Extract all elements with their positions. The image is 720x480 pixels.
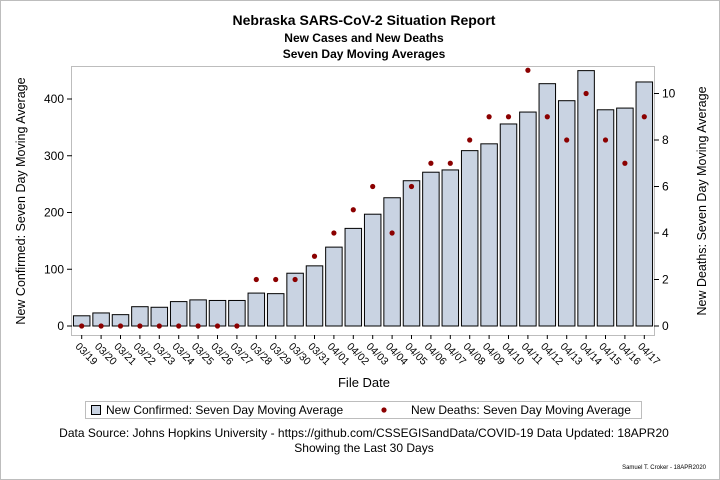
x-axis-label: File Date <box>338 375 390 390</box>
bar <box>131 306 149 327</box>
bar <box>189 299 207 327</box>
y-left-tick-label: 200 <box>44 206 64 220</box>
bar <box>344 227 363 327</box>
y-left-tick-label: 400 <box>44 92 64 106</box>
death-marker <box>641 114 647 120</box>
death-marker <box>564 137 570 143</box>
death-marker <box>253 276 259 283</box>
bar <box>519 111 537 327</box>
bar <box>480 143 498 327</box>
death-marker <box>273 276 279 283</box>
plot-frame <box>71 66 655 336</box>
death-marker <box>544 114 550 120</box>
y-right-tick-label: 8 <box>662 133 669 147</box>
bar <box>266 293 285 327</box>
death-marker <box>467 137 473 143</box>
y-axis-left-label: New Confirmed: Seven Day Moving Average <box>14 77 28 324</box>
legend-bar-label: New Confirmed: Seven Day Moving Average <box>106 403 344 417</box>
death-marker <box>602 137 609 143</box>
death-marker <box>176 323 182 329</box>
y-right-tick-label: 0 <box>662 319 669 333</box>
chart-title: Nebraska SARS-CoV-2 Situation Report <box>233 12 496 28</box>
y-left-tick-label: 100 <box>44 262 64 276</box>
death-marker <box>350 207 356 213</box>
chart-subtitle: New Cases and New Deaths <box>284 31 444 45</box>
bar <box>577 70 595 327</box>
y-right-tick-label: 2 <box>662 273 669 287</box>
y-left-tick-label: 300 <box>44 149 64 163</box>
bar <box>305 265 324 327</box>
bar <box>383 197 401 327</box>
bar <box>169 301 188 327</box>
death-marker <box>137 323 143 329</box>
y-right-tick-label: 6 <box>662 180 669 194</box>
footnote-source: Data Source: Johns Hopkins University - … <box>59 426 669 440</box>
bar <box>363 213 382 327</box>
right-axis: 0 2 4 6 8 10 <box>654 87 676 333</box>
death-marker <box>505 114 512 120</box>
bar <box>286 272 304 327</box>
death-marker <box>214 323 221 329</box>
bar <box>247 292 266 327</box>
chart-subtitle-2: Seven Day Moving Averages <box>283 47 446 61</box>
bar <box>538 83 557 327</box>
bar <box>616 107 634 327</box>
y-left-tick-label: 0 <box>57 319 64 333</box>
death-marker <box>370 183 376 190</box>
y-right-tick-label: 10 <box>662 87 676 101</box>
left-axis: 0 100 200 300 400 <box>44 92 72 333</box>
footnote-window: Showing the Last 30 Days <box>294 441 433 455</box>
legend-box <box>85 401 642 419</box>
death-marker <box>195 323 201 329</box>
death-marker <box>98 323 104 329</box>
death-marker <box>156 323 162 329</box>
bar <box>402 180 421 327</box>
legend-marker-swatch <box>381 407 387 413</box>
death-marker <box>408 183 415 190</box>
death-marker <box>117 323 124 329</box>
bar <box>499 123 518 327</box>
legend: New Confirmed: Seven Day Moving Average … <box>85 401 642 419</box>
y-axis-right-label: New Deaths: Seven Day Moving Average <box>695 86 709 315</box>
legend-bar-swatch <box>91 405 101 415</box>
bar <box>460 150 479 327</box>
death-marker <box>79 323 85 329</box>
death-marker <box>311 253 318 259</box>
death-marker <box>428 160 434 166</box>
legend-marker-label: New Deaths: Seven Day Moving Average <box>411 403 631 417</box>
bar <box>208 299 227 327</box>
marker-series <box>79 67 647 329</box>
credit-text: Samuel T. Croker - 18APR2020 <box>622 465 707 471</box>
y-right-tick-label: 4 <box>662 226 669 240</box>
bar <box>635 81 654 327</box>
death-marker <box>622 160 628 166</box>
bar-series <box>72 70 654 327</box>
death-marker <box>583 90 589 97</box>
death-marker <box>525 67 531 73</box>
bar <box>325 246 343 327</box>
death-marker <box>447 160 453 166</box>
death-marker <box>486 114 492 120</box>
death-marker <box>292 276 298 283</box>
bar <box>422 171 440 327</box>
bar <box>150 306 169 327</box>
bar <box>228 299 246 327</box>
death-marker <box>234 323 240 329</box>
bar <box>596 109 615 327</box>
plot-frame-group <box>71 66 655 336</box>
death-marker <box>389 230 395 236</box>
bar <box>441 169 460 327</box>
bar <box>557 100 576 327</box>
death-marker <box>331 230 337 236</box>
